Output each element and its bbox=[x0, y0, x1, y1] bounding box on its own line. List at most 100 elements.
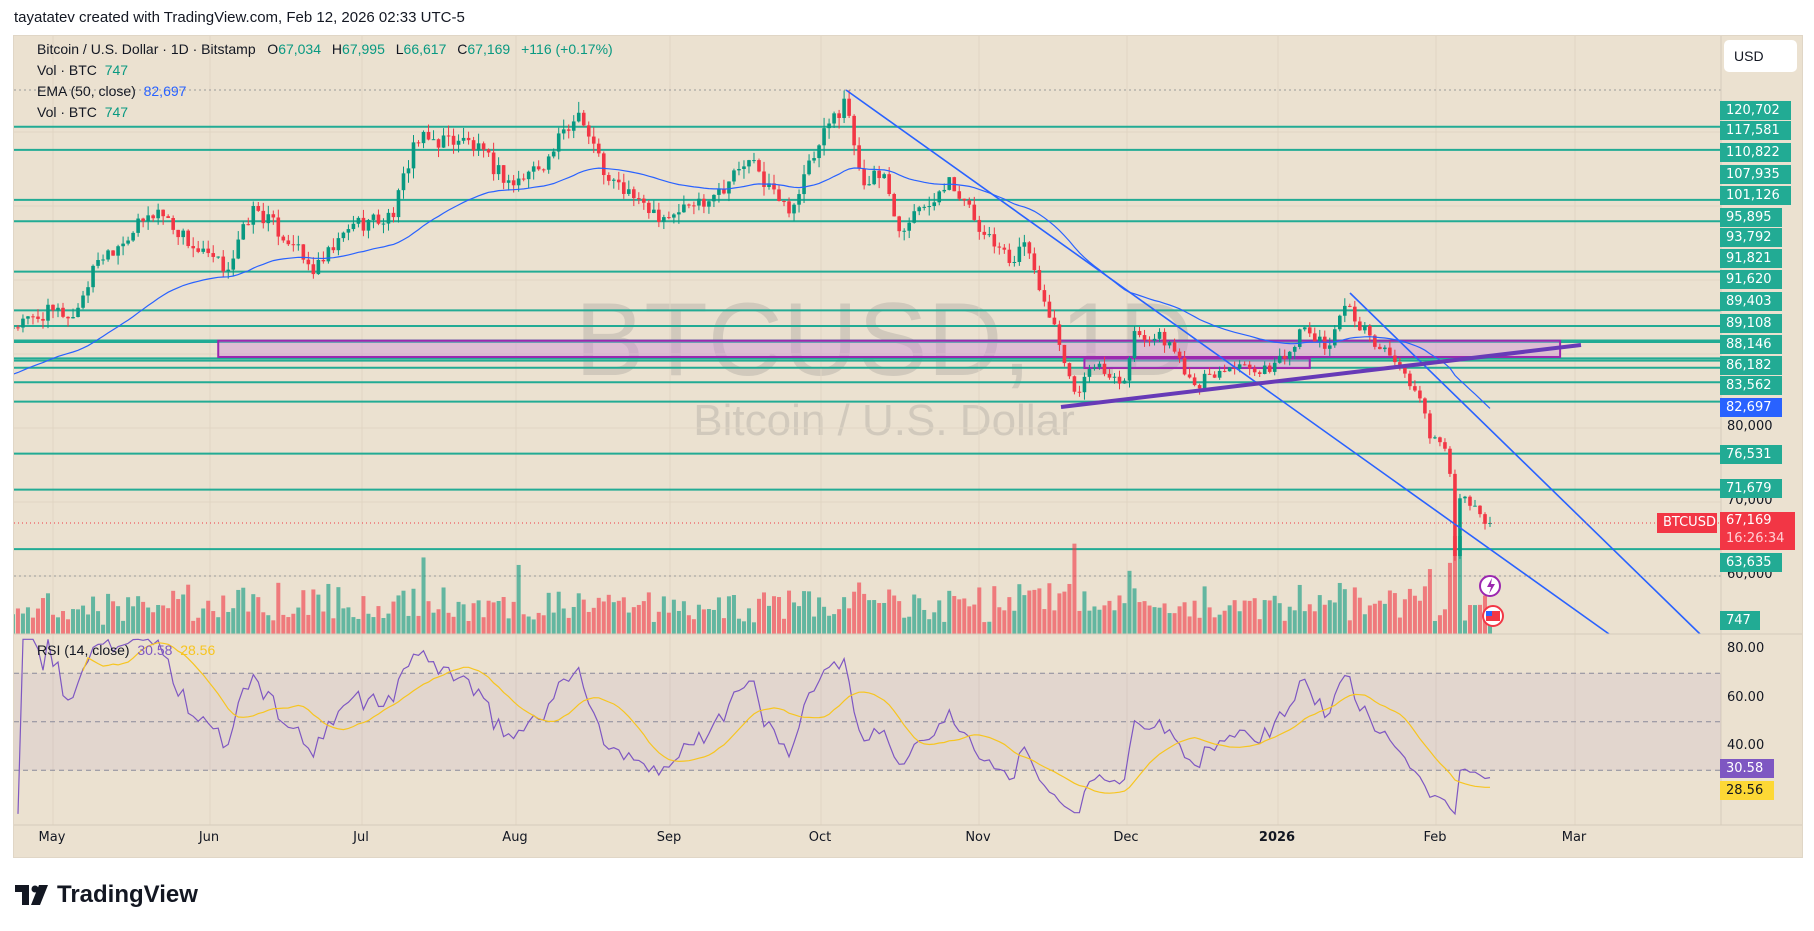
ema-line bbox=[14, 167, 1491, 409]
volume-bar bbox=[226, 611, 231, 634]
trendline-lower bbox=[845, 89, 1610, 635]
candle-body bbox=[26, 316, 30, 319]
candle-body bbox=[1483, 514, 1487, 524]
rsi-ma-value: 28.56 bbox=[180, 642, 216, 658]
volume-bar bbox=[1407, 588, 1412, 634]
symbol-legend[interactable]: Bitcoin / U.S. Dollar · 1D · Bitstamp O6… bbox=[37, 41, 620, 57]
chart-frame[interactable]: BTCUSD, 1D Bitcoin / U.S. Dollar Bitcoin… bbox=[13, 35, 1803, 858]
volume-bar bbox=[1447, 562, 1452, 634]
volume-legend[interactable]: Vol · BTC 747 bbox=[37, 62, 135, 78]
candle-body bbox=[446, 135, 451, 137]
volume-bar bbox=[1192, 600, 1197, 634]
candle-body bbox=[336, 238, 341, 251]
candle-body bbox=[1082, 376, 1087, 393]
volume-bar bbox=[456, 601, 461, 634]
candle-body bbox=[747, 160, 751, 167]
candle-body bbox=[1287, 351, 1292, 359]
volume-bar bbox=[56, 617, 61, 634]
candle-body bbox=[942, 189, 947, 192]
volume-bar bbox=[1357, 597, 1362, 634]
volume-bar bbox=[1232, 600, 1237, 634]
volume-bar bbox=[471, 603, 476, 634]
candle-body bbox=[291, 244, 296, 246]
candle-body bbox=[311, 264, 316, 275]
ema-legend[interactable]: EMA (50, close) 82,697 bbox=[37, 83, 186, 99]
volume-bar bbox=[626, 612, 631, 634]
candle-body bbox=[116, 246, 120, 256]
candle-body bbox=[647, 202, 651, 214]
time-label: Feb bbox=[1423, 830, 1447, 845]
candle-body bbox=[872, 170, 876, 185]
candle-body bbox=[917, 207, 922, 212]
level-label: 93,792 bbox=[1720, 228, 1782, 247]
volume-legend-2[interactable]: Vol · BTC 747 bbox=[37, 104, 135, 120]
volume-bar bbox=[1327, 600, 1332, 634]
volume-bar bbox=[1132, 588, 1137, 634]
volume-bar bbox=[1162, 603, 1167, 634]
volume-bar bbox=[1287, 606, 1292, 634]
volume-bar bbox=[1017, 584, 1022, 634]
candle-body bbox=[596, 143, 601, 154]
volume-bar bbox=[15, 608, 20, 634]
volume-bar bbox=[251, 594, 256, 634]
volume-bar bbox=[1097, 609, 1102, 634]
candle-body bbox=[14, 327, 15, 329]
candle-body bbox=[887, 174, 891, 195]
volume-bar bbox=[907, 616, 912, 634]
candle-body bbox=[1262, 365, 1267, 374]
volume-bar bbox=[136, 596, 141, 634]
volume-bar bbox=[1252, 598, 1257, 634]
level-label: 63,635 bbox=[1720, 553, 1782, 572]
candle-body bbox=[96, 260, 100, 266]
candle-body bbox=[657, 209, 661, 222]
currency-button[interactable]: USD bbox=[1724, 40, 1797, 72]
candle-body bbox=[1468, 496, 1472, 506]
candle-body bbox=[1087, 369, 1092, 377]
candle-body bbox=[632, 189, 636, 199]
candle-body bbox=[346, 229, 351, 233]
tradingview-logo[interactable]: TradingView bbox=[15, 881, 198, 909]
candle-body bbox=[1012, 261, 1017, 263]
candle-body bbox=[1267, 365, 1272, 372]
candle-body bbox=[611, 179, 616, 181]
candle-body bbox=[792, 204, 796, 214]
candle-body bbox=[316, 259, 321, 275]
candle-body bbox=[1227, 367, 1232, 372]
volume-bar bbox=[1317, 595, 1322, 634]
volume-bar bbox=[396, 595, 401, 634]
candle-body bbox=[752, 160, 756, 162]
candle-body bbox=[1277, 355, 1282, 363]
level-label: 117,581 bbox=[1720, 121, 1791, 140]
candle-body bbox=[1152, 338, 1157, 341]
volume-bar bbox=[897, 601, 902, 634]
candle-body bbox=[802, 174, 806, 195]
volume-bar bbox=[111, 601, 116, 634]
volume-bar bbox=[1262, 600, 1267, 634]
volume-bar bbox=[842, 597, 847, 634]
volume-bar bbox=[1267, 600, 1272, 634]
volume-bar bbox=[516, 564, 521, 634]
volume-bar bbox=[1372, 603, 1377, 634]
volume-bar bbox=[221, 595, 226, 634]
rsi-ma-line bbox=[82, 642, 1490, 794]
candle-body bbox=[546, 156, 551, 170]
volume-bar bbox=[45, 593, 50, 634]
volume-bar bbox=[191, 620, 196, 634]
volume-bar bbox=[25, 607, 30, 634]
volume-bar bbox=[857, 582, 862, 634]
time-label: Mar bbox=[1561, 830, 1587, 845]
price-chart[interactable] bbox=[14, 36, 1802, 857]
volume-bar bbox=[186, 584, 191, 634]
candle-body bbox=[1112, 376, 1117, 378]
candle-body bbox=[371, 214, 376, 220]
candle-body bbox=[551, 151, 556, 157]
level-label: 89,403 bbox=[1720, 292, 1782, 311]
level-label: 89,108 bbox=[1720, 314, 1782, 333]
rsi-legend[interactable]: RSI (14, close) 30.58 28.56 bbox=[37, 642, 215, 658]
volume-bar bbox=[476, 600, 481, 634]
volume-bar bbox=[977, 587, 982, 634]
candle-body bbox=[782, 201, 786, 203]
volume-bar bbox=[1472, 605, 1477, 634]
volume-bar bbox=[20, 613, 25, 634]
volume-bar bbox=[91, 596, 96, 634]
